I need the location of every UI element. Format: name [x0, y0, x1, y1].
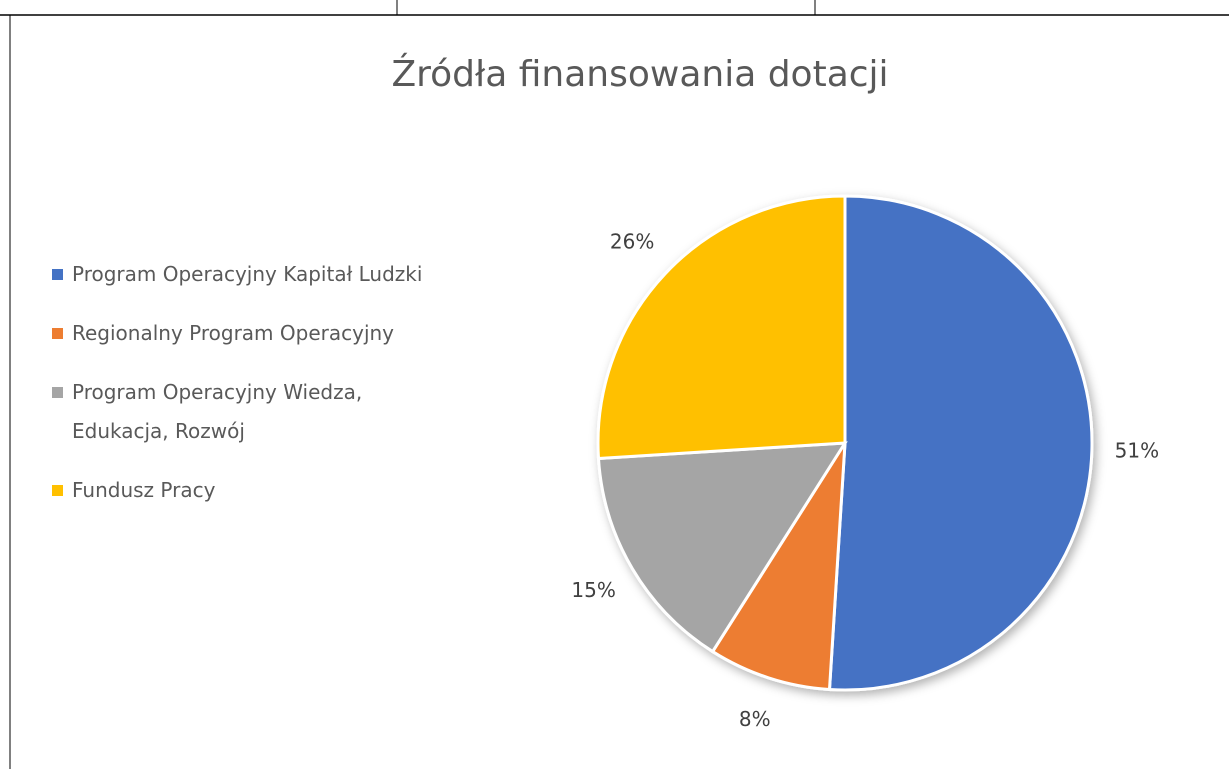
pie-slice — [827, 194, 1094, 692]
data-label: 51% — [1115, 439, 1159, 463]
data-label: 15% — [571, 578, 615, 602]
pie-slice — [596, 441, 848, 654]
legend-label: Regionalny Program Operacyjny — [72, 321, 395, 345]
data-label: 8% — [739, 707, 771, 731]
pie-slice — [710, 442, 847, 692]
legend-label: Program Operacyjny Kapitał Ludzki — [72, 262, 423, 286]
legend-swatch — [52, 485, 63, 496]
legend-label: Program Operacyjny Wiedza, Edukacja, Roz… — [72, 380, 363, 443]
legend-item: Program Operacyjny Wiedza, Edukacja, Roz… — [52, 373, 442, 451]
legend-label: Fundusz Pracy — [72, 478, 216, 502]
pie — [596, 194, 1094, 692]
legend-swatch — [52, 269, 63, 280]
legend-swatch — [52, 328, 63, 339]
legend: Program Operacyjny Kapitał Ludzki Regiona… — [52, 255, 442, 530]
legend-item: Regionalny Program Operacyjny — [52, 314, 442, 353]
legend-item: Fundusz Pracy — [52, 471, 442, 510]
legend-swatch — [52, 387, 63, 398]
pie-slice — [596, 194, 847, 461]
data-label: 26% — [610, 230, 654, 254]
legend-item: Program Operacyjny Kapitał Ludzki — [52, 255, 442, 294]
chart-title: Źródła finansowania dotacji — [391, 53, 888, 95]
